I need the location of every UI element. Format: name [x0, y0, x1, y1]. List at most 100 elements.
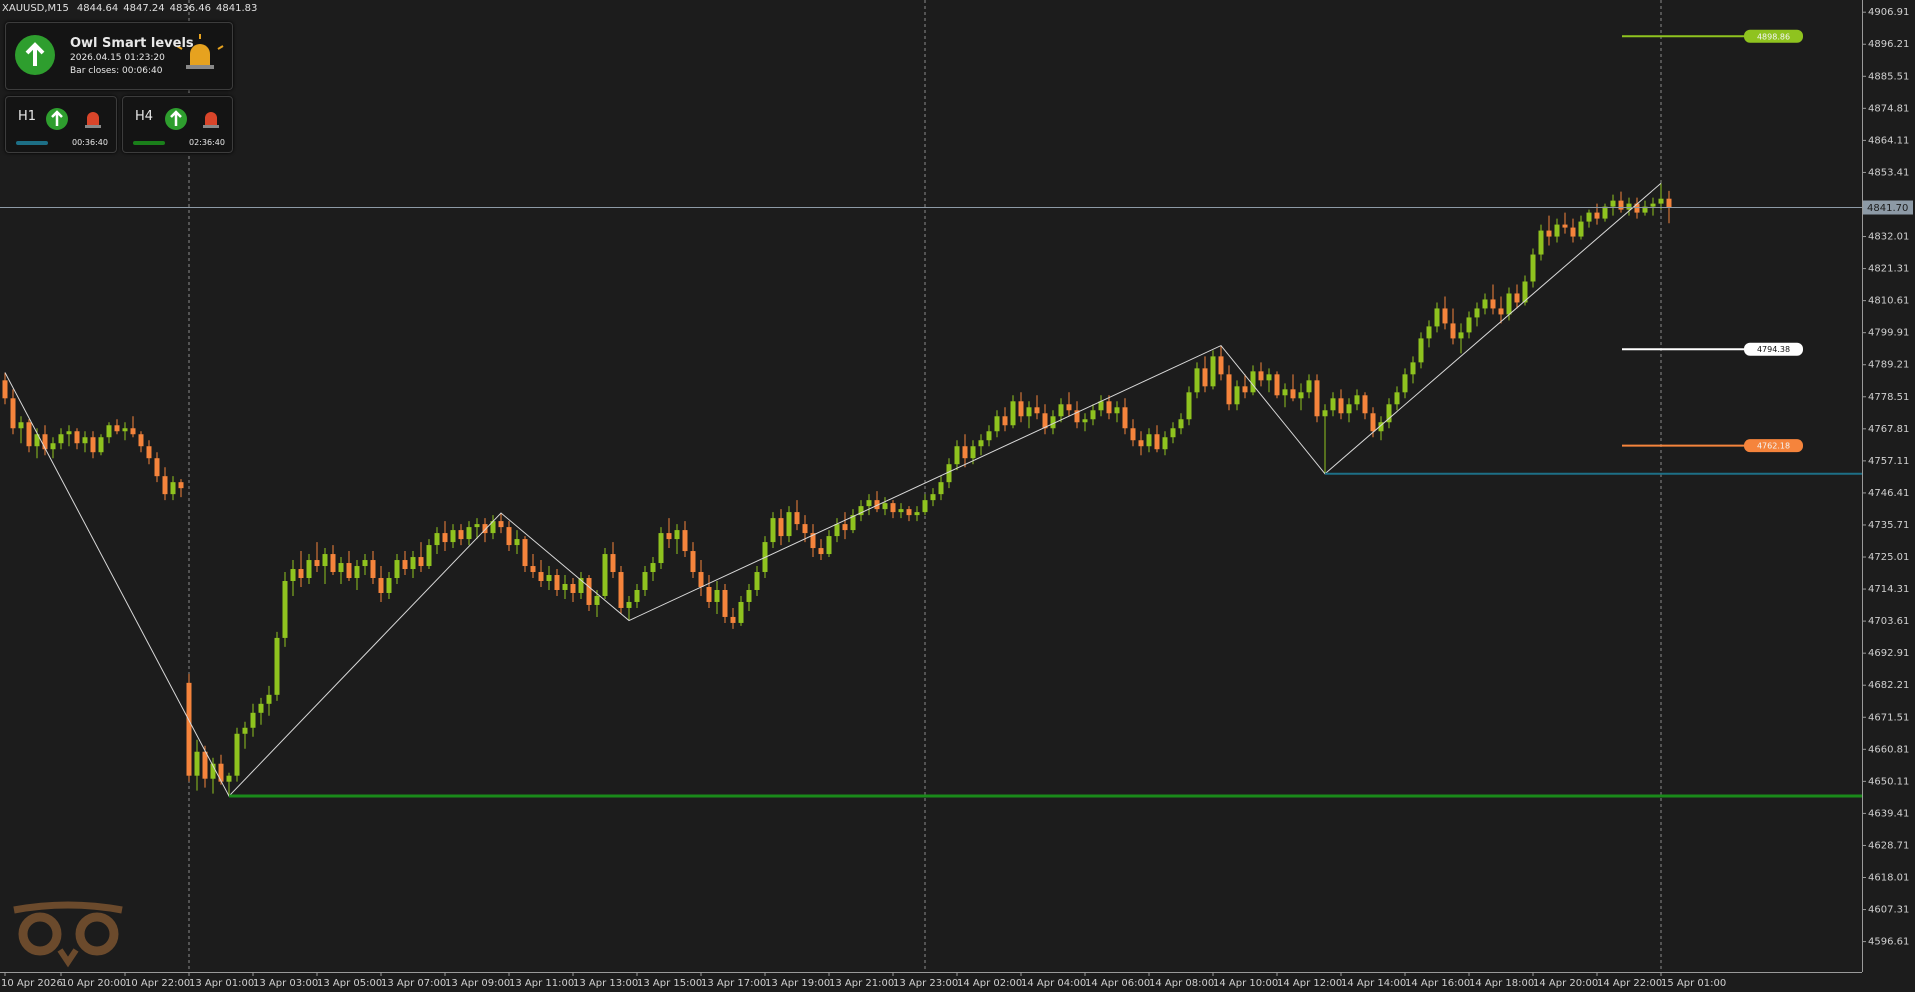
candle-body	[434, 533, 440, 546]
x-tick-label: 14 Apr 08:00	[1149, 978, 1214, 989]
candle-body	[1306, 380, 1312, 393]
candle-body	[58, 434, 64, 444]
arrow	[25, 42, 45, 66]
candle-body	[1098, 401, 1104, 411]
candle-body	[1298, 392, 1304, 399]
candle-body	[1274, 374, 1280, 396]
x-tick-label: 13 Apr 19:00	[765, 978, 830, 989]
x-tick-label: 14 Apr 18:00	[1469, 978, 1534, 989]
candle-body	[1530, 254, 1536, 282]
candle-body	[1242, 386, 1248, 393]
candle-body	[970, 446, 976, 459]
y-tick-label: 4874.81	[1868, 103, 1909, 114]
candle-body	[170, 482, 176, 495]
x-tick-label: 13 Apr 07:00	[381, 978, 446, 989]
x-tick-label: 13 Apr 23:00	[893, 978, 958, 989]
y-tick-label: 4650.11	[1868, 776, 1909, 787]
close: 4841.83	[216, 3, 257, 14]
open: 4844.64	[77, 3, 118, 14]
y-tick-label: 4853.41	[1868, 167, 1909, 178]
x-tick-label: 10 Apr 20:00	[61, 978, 126, 989]
candle-body	[1194, 368, 1200, 393]
candle-body	[2, 380, 8, 399]
level-label-box	[1744, 439, 1803, 453]
candle-body	[1522, 281, 1528, 303]
candle-body	[1538, 230, 1544, 255]
candle-body	[1554, 224, 1560, 237]
candle-body	[66, 431, 72, 435]
x-tick-label: 13 Apr 13:00	[573, 978, 638, 989]
x-tick-label: 10 Apr 22:00	[125, 978, 190, 989]
candle-body	[1122, 407, 1128, 429]
candle-body	[626, 601, 632, 608]
candle-body	[394, 560, 400, 579]
y-tick-label: 4671.51	[1868, 712, 1909, 723]
candle-body	[1426, 326, 1432, 339]
candle-body	[578, 578, 584, 593]
candle-body	[1026, 407, 1032, 417]
panel-time: 2026.04.15 01:23:20	[70, 53, 165, 63]
candle-body	[186, 682, 192, 776]
y-tick-label: 4789.21	[1868, 360, 1909, 371]
candle-body	[482, 524, 488, 534]
alarm-icon	[176, 34, 224, 69]
candle-body	[1410, 362, 1416, 375]
tf-icons	[16, 108, 101, 145]
candle-body	[370, 560, 376, 579]
candle-body	[1130, 428, 1136, 441]
candle-body	[1314, 380, 1320, 417]
x-tick-label: 14 Apr 10:00	[1213, 978, 1278, 989]
candle-body	[922, 500, 928, 513]
candle-body	[914, 512, 920, 516]
candle-body	[690, 551, 696, 573]
candle-body	[1138, 440, 1144, 447]
candle-body	[266, 694, 272, 704]
candle-body	[1210, 356, 1216, 387]
candle-body	[1418, 338, 1424, 363]
candle-body	[1226, 374, 1232, 405]
candle-body	[1042, 413, 1048, 429]
high: 4847.24	[123, 3, 164, 14]
candle-body	[706, 586, 712, 602]
candle-body	[1346, 404, 1352, 414]
candle-body	[1338, 398, 1344, 414]
x-tick-label: 14 Apr 06:00	[1085, 978, 1150, 989]
level-label-box	[1744, 342, 1803, 356]
candle-body	[522, 539, 528, 567]
candle-body	[546, 575, 552, 582]
candle-body	[754, 572, 760, 590]
y-tick-label: 4906.91	[1868, 7, 1909, 18]
candle-body	[474, 524, 480, 528]
candle-body	[1514, 293, 1520, 303]
candle-body	[682, 530, 688, 552]
candle-body	[674, 530, 680, 540]
candle-body	[850, 515, 856, 531]
candle-body	[1114, 407, 1120, 414]
level-label: 4794.38	[1757, 345, 1790, 354]
candle-body	[642, 572, 648, 590]
y-tick-label: 4885.51	[1868, 71, 1909, 82]
candle-body	[890, 503, 896, 513]
candle-body	[666, 533, 672, 540]
x-tick-label: 14 Apr 20:00	[1533, 978, 1598, 989]
candle-body	[298, 569, 304, 579]
candle-body	[858, 506, 864, 516]
y-tick-label: 4896.21	[1868, 39, 1909, 50]
candle-body	[1218, 356, 1224, 375]
tf-countdown: 02:36:40	[189, 138, 225, 147]
candle-body	[314, 560, 320, 567]
candle-body	[1642, 206, 1648, 213]
candle-body	[1610, 200, 1616, 207]
y-tick-label: 4864.11	[1868, 135, 1909, 146]
candle-body	[1386, 404, 1392, 423]
candle-body	[274, 637, 280, 695]
candle-body	[466, 527, 472, 540]
x-tick-label: 13 Apr 09:00	[445, 978, 510, 989]
y-tick-label: 4832.01	[1868, 232, 1909, 243]
candle-body	[1018, 401, 1024, 417]
candle-body	[954, 446, 960, 465]
candle-body	[1186, 392, 1192, 420]
